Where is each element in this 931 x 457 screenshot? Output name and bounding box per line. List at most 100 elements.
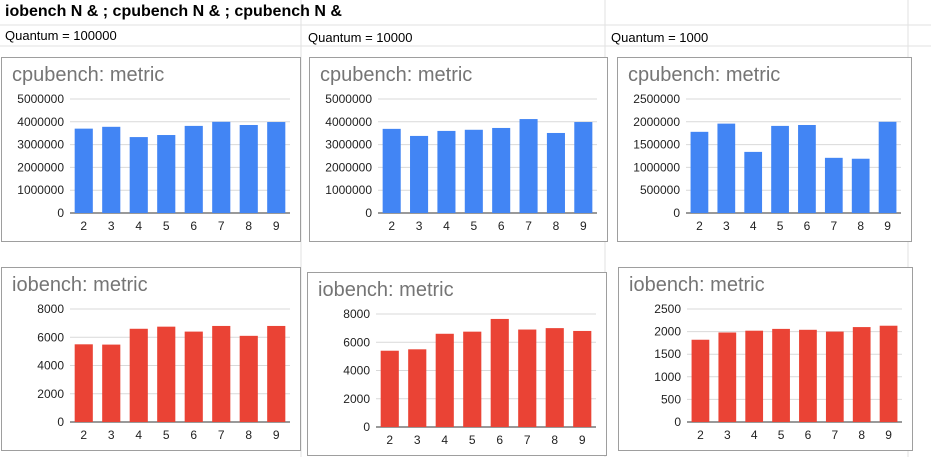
bar[interactable] — [851, 158, 870, 213]
quantum-label-100000: Quantum = 100000 — [5, 28, 117, 43]
bar[interactable] — [129, 137, 148, 213]
y-tick-label: 3000000 — [325, 138, 372, 152]
bar[interactable] — [184, 331, 203, 422]
bar[interactable] — [267, 325, 286, 422]
chart-title: iobench: metric — [318, 279, 454, 301]
y-tick-label: 500000 — [640, 183, 680, 197]
bar[interactable] — [410, 135, 429, 213]
bar[interactable] — [463, 331, 482, 427]
bar[interactable] — [878, 121, 897, 213]
x-tick-label: 9 — [579, 433, 586, 447]
bar[interactable] — [718, 332, 737, 422]
bar[interactable] — [690, 131, 709, 213]
y-tick-label: 1000000 — [325, 183, 372, 197]
bar[interactable] — [799, 329, 817, 422]
cpubench-chart-q100000[interactable]: cpubench: metric 0 1000000 2000000 3000000 4… — [1, 57, 301, 242]
cpubench-chart-q10000[interactable]: cpubench: metric 0 1000000 2000000 3000000 4… — [309, 57, 608, 242]
x-tick-label: 4 — [443, 219, 450, 233]
bar[interactable] — [464, 129, 483, 213]
bar[interactable] — [212, 121, 231, 213]
bar[interactable] — [267, 122, 286, 213]
y-tick-label: 0 — [363, 420, 370, 434]
bar[interactable] — [74, 128, 93, 213]
bar[interactable] — [239, 124, 258, 213]
x-tick-label: 8 — [551, 433, 558, 447]
x-tick-label: 2 — [388, 219, 395, 233]
bar[interactable] — [212, 325, 231, 422]
y-tick-label: 0 — [57, 206, 64, 220]
y-tick-label: 1500 — [654, 347, 681, 361]
x-tick-label: 3 — [414, 433, 421, 447]
y-tick-label: 2500 — [654, 302, 681, 316]
iobench-chart-q1000[interactable]: iobench: metric 0 500 1000 1500 2000 2500 2 3 4 5… — [618, 267, 913, 451]
x-tick-label: 5 — [778, 428, 785, 442]
bar[interactable] — [879, 325, 898, 422]
bar[interactable] — [573, 330, 592, 427]
cpubench-chart-q1000[interactable]: cpubench: metric 0 500000 1000000 1500000 20… — [617, 57, 912, 242]
bar[interactable] — [744, 151, 763, 213]
chart-plot: 0 500 1000 1500 2000 2500 2 3 4 5 6 7 8 9 — [654, 302, 902, 442]
iobench-chart-q10000[interactable]: iobench: metric 0 2000 4000 6000 8000 2 3 4 5 6 7 8… — [307, 272, 607, 456]
x-tick-label: 4 — [441, 433, 448, 447]
iobench-chart-q100000[interactable]: iobench: metric 0 2000 4000 6000 8000 2 3 4 5 6 7 8… — [1, 267, 301, 451]
x-tick-label: 4 — [751, 428, 758, 442]
x-tick-label: 4 — [135, 219, 142, 233]
bar[interactable] — [157, 326, 176, 422]
bar[interactable] — [574, 122, 593, 213]
x-tick-label: 5 — [469, 433, 476, 447]
y-tick-label: 0 — [673, 206, 680, 220]
y-tick-label: 2000 — [37, 387, 64, 401]
y-tick-label: 1000000 — [633, 160, 680, 174]
x-tick-label: 8 — [553, 219, 560, 233]
x-tick-label: 3 — [724, 428, 731, 442]
bar[interactable] — [745, 330, 764, 422]
x-tick-label: 5 — [163, 428, 170, 442]
bar[interactable] — [772, 328, 790, 422]
bar[interactable] — [437, 130, 456, 213]
y-tick-label: 2000 — [654, 325, 681, 339]
bar[interactable] — [408, 349, 427, 427]
bar[interactable] — [771, 125, 789, 213]
chart-title: iobench: metric — [629, 274, 765, 296]
bar[interactable] — [852, 327, 871, 422]
y-tick-label: 0 — [674, 415, 681, 429]
y-tick-label: 2000000 — [17, 160, 64, 174]
bar[interactable] — [184, 125, 203, 213]
chart-plot: 0 1000000 2000000 3000000 4000000 5000000 2 3 4 5… — [325, 92, 597, 233]
y-tick-label: 6000 — [343, 335, 370, 349]
bar[interactable] — [518, 329, 537, 427]
bar[interactable] — [74, 344, 93, 422]
x-tick-label: 9 — [273, 428, 280, 442]
bar[interactable] — [545, 328, 564, 427]
y-tick-label: 4000 — [37, 359, 64, 373]
y-tick-label: 2500000 — [633, 92, 680, 106]
x-tick-label: 5 — [470, 219, 477, 233]
chart-plot: 0 2000 4000 6000 8000 2 3 4 5 6 7 8 9 — [37, 302, 290, 442]
bar[interactable] — [239, 335, 258, 422]
quantum-label-10000: Quantum = 10000 — [308, 30, 413, 45]
bar[interactable] — [102, 126, 121, 213]
bar[interactable] — [435, 333, 454, 427]
bar[interactable] — [825, 331, 844, 422]
bar[interactable] — [102, 344, 121, 422]
bar[interactable] — [380, 350, 399, 427]
x-tick-label: 4 — [135, 428, 142, 442]
bar[interactable] — [129, 328, 148, 422]
y-tick-label: 0 — [365, 206, 372, 220]
bar[interactable] — [157, 135, 176, 213]
x-tick-label: 8 — [857, 219, 864, 233]
bar[interactable] — [490, 318, 509, 427]
bar[interactable] — [824, 157, 843, 213]
bar[interactable] — [717, 123, 736, 213]
x-tick-label: 9 — [884, 219, 891, 233]
bar[interactable] — [691, 339, 710, 422]
bar[interactable] — [519, 119, 538, 213]
chart-title: cpubench: metric — [320, 64, 473, 86]
x-tick-label: 3 — [416, 219, 423, 233]
bar[interactable] — [492, 127, 511, 213]
x-tick-label: 7 — [831, 428, 838, 442]
bar[interactable] — [382, 128, 401, 213]
bar[interactable] — [546, 132, 565, 213]
bar[interactable] — [798, 124, 816, 213]
y-tick-label: 8000 — [343, 307, 370, 321]
